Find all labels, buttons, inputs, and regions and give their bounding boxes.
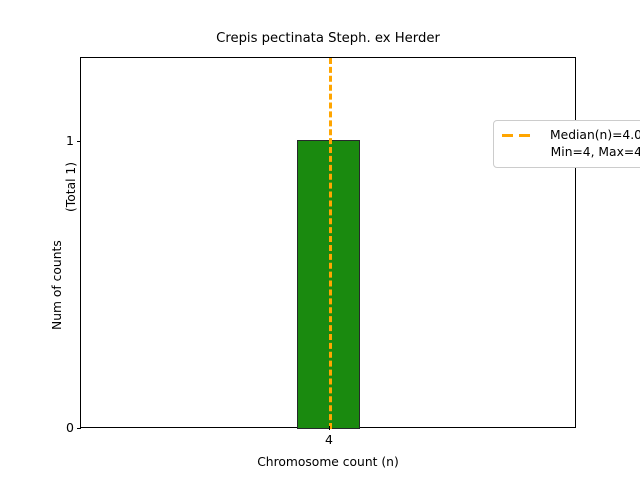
legend-text: Median(n)=4.0 Min=4, Max=4 (540, 127, 640, 161)
dashed-line-icon (502, 127, 532, 143)
x-axis-label: Chromosome count (n) (257, 455, 399, 469)
x-tick-mark (329, 426, 330, 430)
legend-label-median: Median(n)=4.0 (550, 128, 640, 142)
plot-area: 0 1 4 Median(n)=4.0 Min=4, Max=4 (66, 57, 640, 447)
legend-label-minmax: Min=4, Max=4 (550, 145, 640, 159)
y-tick-mark (77, 428, 81, 429)
legend-entry: Median(n)=4.0 Min=4, Max=4 (502, 127, 640, 161)
bar-chromosome-4[interactable] (297, 140, 360, 429)
y-tick-mark (77, 141, 81, 142)
median-vline (329, 58, 332, 429)
y-axis-label-primary: Num of counts (50, 240, 64, 330)
y-tick-label: 1 (66, 132, 74, 148)
y-tick-label: 0 (66, 419, 74, 435)
page-title: Crepis pectinata Steph. ex Herder (216, 31, 440, 46)
x-tick-label: 4 (325, 432, 333, 447)
legend-box: Median(n)=4.0 Min=4, Max=4 (493, 120, 640, 168)
y-axis-label-group: Num of counts (Total 1) (0, 0, 78, 480)
y-axis-label-secondary: (Total 1) (64, 161, 78, 212)
